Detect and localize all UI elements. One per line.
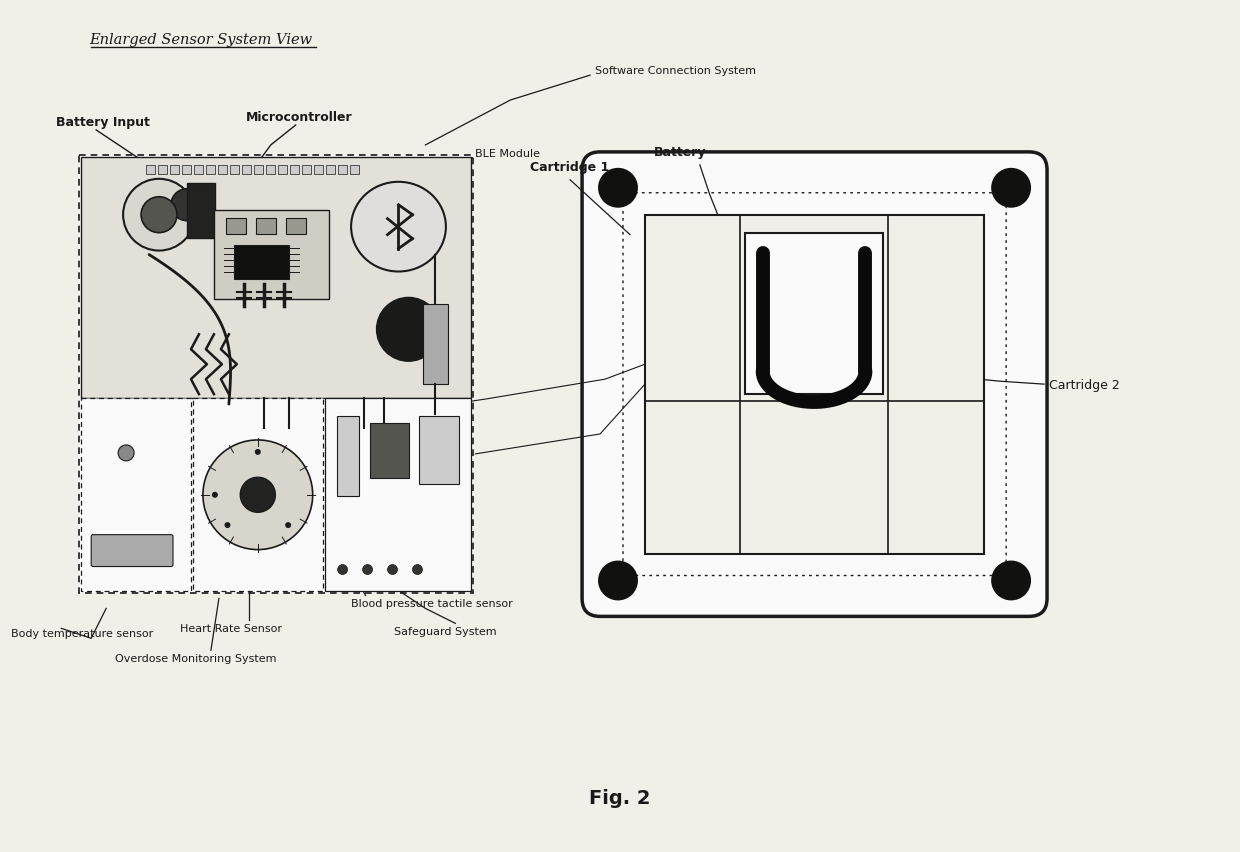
Bar bbox=[229, 165, 239, 175]
Circle shape bbox=[991, 169, 1032, 209]
Bar bbox=[265, 165, 275, 175]
FancyBboxPatch shape bbox=[92, 535, 174, 567]
Bar bbox=[81, 399, 191, 592]
Bar bbox=[350, 165, 358, 175]
Bar bbox=[326, 165, 335, 175]
Bar bbox=[215, 210, 329, 300]
Circle shape bbox=[598, 169, 637, 209]
Bar bbox=[419, 417, 459, 484]
Text: Microcontroller: Microcontroller bbox=[246, 111, 352, 124]
Circle shape bbox=[254, 449, 260, 455]
Bar bbox=[193, 165, 203, 175]
Bar bbox=[218, 165, 227, 175]
Ellipse shape bbox=[351, 182, 446, 272]
Bar bbox=[157, 165, 167, 175]
Text: Battery Input: Battery Input bbox=[56, 116, 150, 129]
Bar bbox=[336, 417, 358, 496]
Bar bbox=[285, 218, 306, 234]
Circle shape bbox=[388, 565, 398, 575]
Text: Cartridge 2: Cartridge 2 bbox=[1049, 378, 1120, 391]
Bar bbox=[337, 165, 347, 175]
Bar bbox=[193, 399, 322, 592]
Circle shape bbox=[123, 180, 195, 251]
Text: Battery: Battery bbox=[653, 146, 706, 158]
Bar bbox=[645, 216, 985, 554]
Bar bbox=[254, 165, 263, 175]
Bar bbox=[206, 165, 215, 175]
Circle shape bbox=[337, 565, 347, 575]
Bar bbox=[170, 165, 179, 175]
Circle shape bbox=[598, 561, 637, 601]
Bar bbox=[234, 245, 289, 280]
Circle shape bbox=[377, 298, 440, 362]
Bar bbox=[314, 165, 322, 175]
Bar bbox=[242, 165, 250, 175]
Circle shape bbox=[141, 198, 177, 233]
Text: BLE Module: BLE Module bbox=[475, 149, 541, 158]
Text: Fig. 2: Fig. 2 bbox=[589, 788, 651, 808]
Bar bbox=[182, 165, 191, 175]
Text: Overdose Monitoring System: Overdose Monitoring System bbox=[115, 653, 277, 664]
Bar bbox=[745, 233, 883, 394]
Bar bbox=[81, 158, 471, 399]
Bar bbox=[325, 399, 471, 592]
Text: Body temperature sensor: Body temperature sensor bbox=[11, 629, 154, 639]
Bar bbox=[370, 423, 409, 478]
Bar bbox=[423, 305, 449, 385]
Text: Cartridge 1: Cartridge 1 bbox=[531, 161, 609, 174]
Circle shape bbox=[413, 565, 423, 575]
Circle shape bbox=[118, 446, 134, 461]
Circle shape bbox=[241, 478, 275, 513]
Bar bbox=[290, 165, 299, 175]
Circle shape bbox=[285, 522, 291, 528]
Bar bbox=[255, 218, 275, 234]
Text: Heart Rate Sensor: Heart Rate Sensor bbox=[180, 624, 281, 634]
Circle shape bbox=[991, 561, 1032, 601]
Circle shape bbox=[212, 492, 218, 498]
Bar bbox=[226, 218, 246, 234]
Bar bbox=[278, 165, 286, 175]
Text: Enlarged Sensor System View: Enlarged Sensor System View bbox=[89, 33, 312, 47]
Circle shape bbox=[203, 440, 312, 550]
FancyBboxPatch shape bbox=[582, 153, 1047, 617]
Circle shape bbox=[171, 189, 203, 222]
Circle shape bbox=[362, 565, 372, 575]
Bar bbox=[187, 183, 215, 239]
Bar bbox=[79, 156, 474, 594]
Text: Blood pressure tactile sensor: Blood pressure tactile sensor bbox=[351, 599, 512, 608]
Text: Software Connection System: Software Connection System bbox=[595, 66, 756, 76]
Circle shape bbox=[224, 522, 231, 528]
Text: Safeguard System: Safeguard System bbox=[394, 626, 497, 636]
Bar bbox=[146, 165, 155, 175]
Bar bbox=[301, 165, 311, 175]
